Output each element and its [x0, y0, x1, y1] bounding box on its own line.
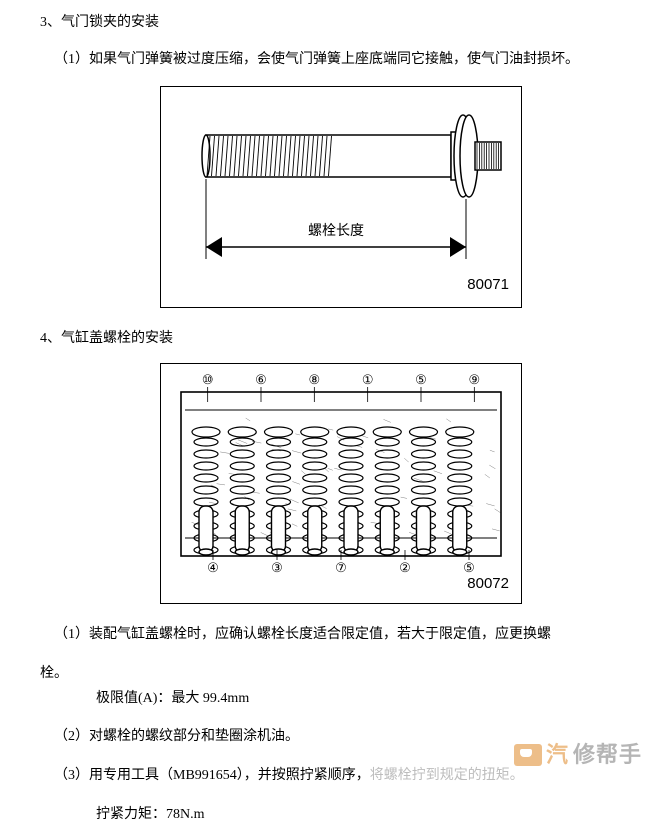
svg-text:⑦: ⑦	[335, 560, 347, 575]
svg-text:80072: 80072	[467, 575, 509, 592]
svg-text:④: ④	[207, 560, 219, 575]
svg-text:⑤: ⑤	[463, 560, 475, 575]
figure2-svg: ⑩⑥⑧①⑤⑨④③⑦②⑤80072	[161, 364, 521, 594]
svg-text:⑤: ⑤	[415, 372, 427, 387]
watermark-text1: 汽	[546, 735, 569, 775]
body-p1b: 栓。	[40, 661, 642, 686]
svg-text:⑥: ⑥	[255, 372, 267, 387]
figure1-box: 螺栓长度 80071	[160, 86, 522, 307]
svg-text:③: ③	[271, 560, 283, 575]
body-p2: 极限值(A)：最大 99.4mm	[40, 686, 642, 711]
watermark-text2: 修帮手	[573, 735, 642, 775]
body-p4b: 将螺栓拧到规定的扭矩。	[370, 768, 524, 783]
body-p4a: （3）用专用工具（MB991654），并按照拧紧顺序，	[54, 768, 370, 783]
svg-text:⑨: ⑨	[469, 372, 481, 387]
svg-text:①: ①	[362, 372, 374, 387]
svg-text:80071: 80071	[467, 276, 509, 293]
svg-text:②: ②	[399, 560, 411, 575]
watermark-icon	[514, 744, 542, 766]
figure1-wrap: 螺栓长度 80071	[40, 86, 642, 307]
svg-text:螺栓长度: 螺栓长度	[308, 223, 364, 239]
svg-text:⑧: ⑧	[309, 372, 321, 387]
section3-title: 3、气门锁夹的安装	[40, 10, 642, 35]
svg-text:⑩: ⑩	[202, 372, 214, 387]
body-p5: 拧紧力矩：78N.m	[40, 802, 642, 827]
section4-title: 4、气缸盖螺栓的安装	[40, 326, 642, 351]
watermark: 汽修帮手	[514, 735, 642, 775]
figure2-box: ⑩⑥⑧①⑤⑨④③⑦②⑤80072	[160, 363, 522, 604]
section3-p1: （1）如果气门弹簧被过度压缩，会使气门弹簧上座底端同它接触，使气门油封损坏。	[40, 47, 642, 72]
figure1-svg: 螺栓长度 80071	[161, 87, 521, 297]
body-p1: （1）装配气缸盖螺栓时，应确认螺栓长度适合限定值，若大于限定值，应更换螺	[40, 622, 642, 647]
figure2-wrap: ⑩⑥⑧①⑤⑨④③⑦②⑤80072	[40, 363, 642, 604]
